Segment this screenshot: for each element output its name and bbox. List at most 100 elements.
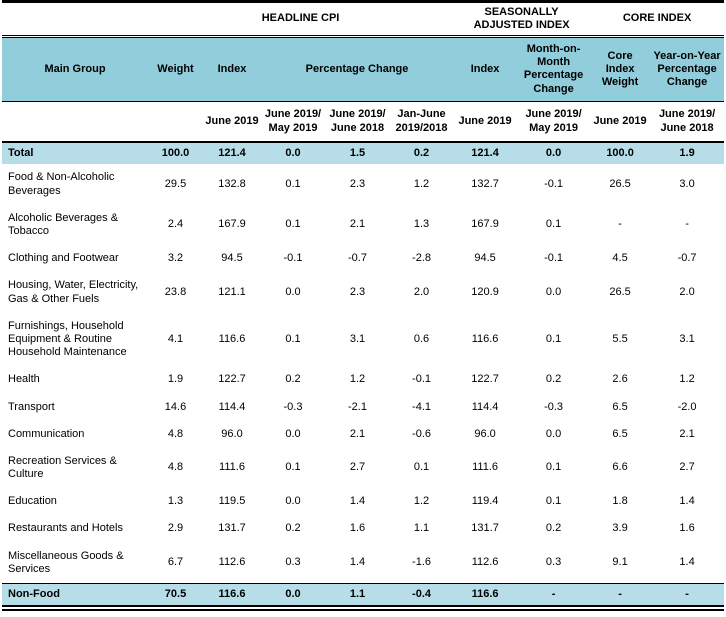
cell-value: 70.5	[148, 583, 203, 607]
cell-value: 29.5	[164, 178, 187, 191]
row-label: Transport	[8, 400, 55, 413]
row-label: Health	[8, 373, 40, 386]
cell-value: -	[685, 218, 689, 231]
cell-value: 111.6	[472, 461, 499, 474]
subheader-empty	[2, 101, 148, 144]
cell-value: 2.1	[349, 218, 366, 231]
section-core-index: CORE INDEX	[590, 1, 725, 38]
subheader-row: June 2019 June 2019/ May 2019 June 2019/…	[2, 101, 725, 144]
cell-value: 0.0	[285, 427, 301, 440]
cell-value: -0.1	[544, 252, 564, 265]
col-percentage-change: Percentage Change	[261, 36, 454, 102]
cell-value: 6.6	[612, 461, 628, 474]
table-row: Education 1.3 119.5 0.0 1.4 1.2 119.4 0.1 1.8 1.4	[2, 488, 724, 515]
cell-value: 2.0	[679, 285, 695, 298]
cell-value: 114.4	[218, 400, 246, 413]
row-label: Clothing and Footwear	[8, 252, 119, 265]
cell-value: 2.3	[349, 285, 366, 298]
subheader-june-2019-may-2019: June 2019/ May 2019	[261, 101, 325, 144]
cell-value: 100.0	[590, 142, 651, 165]
cell-value: 2.3	[349, 178, 366, 191]
cell-value: 1.9	[167, 373, 184, 386]
table-row: Health 1.9 122.7 0.2 1.2 -0.1 122.7 0.2 2.6 1.2	[2, 366, 724, 393]
cell-value: 116.6	[471, 332, 499, 345]
col-index: Index	[203, 36, 261, 102]
cell-value: 1.6	[679, 522, 695, 535]
section-headline-cpi: HEADLINE CPI	[148, 1, 454, 38]
cell-value: -0.1	[283, 252, 303, 265]
cell-value: 0.3	[285, 556, 301, 569]
cell-value: 0.0	[545, 285, 562, 298]
table-row: Furnishings, Household Equipment & Routi…	[2, 313, 724, 367]
cell-value: 6.5	[612, 400, 628, 413]
subheader-sa-june-2019-may-2019: June 2019/ May 2019	[517, 101, 591, 144]
cell-value: -0.3	[283, 400, 303, 413]
cell-value: 1.4	[679, 495, 695, 508]
cell-value: 131.7	[471, 522, 499, 535]
col-yoy-percentage-change: Year-on-Year Percentage Change	[650, 36, 725, 102]
cell-value: 1.9	[650, 142, 725, 165]
cell-value: 94.5	[474, 252, 496, 265]
cell-value: 1.1	[325, 583, 390, 607]
table-body: Total 100.0 121.4 0.0 1.5 0.2 121.4 0.0 100.0 1.9…	[2, 142, 725, 607]
cell-value: 0.2	[545, 373, 562, 386]
subheader-sa-june-2019: June 2019	[453, 101, 518, 144]
row-label: Alcoholic Beverages & Tobacco	[8, 211, 119, 237]
section-header-row: HEADLINE CPI SEASONALLY ADJUSTED INDEX C…	[2, 1, 725, 38]
cell-value: -2.1	[348, 400, 367, 413]
cell-value: 0.0	[261, 583, 325, 607]
cell-value: 1.8	[612, 495, 628, 508]
cell-value: 3.9	[612, 522, 628, 535]
cell-value: 96.0	[221, 427, 243, 440]
cell-value: 0.1	[545, 461, 562, 474]
cell-value: 1.1	[413, 522, 430, 535]
cell-value: 2.0	[413, 285, 430, 298]
row-label: Communication	[8, 427, 85, 440]
cell-value: 116.6	[453, 583, 518, 607]
cell-value: 4.8	[167, 461, 184, 474]
cell-value: 3.0	[679, 178, 695, 191]
row-label: Recreation Services & Culture	[8, 454, 117, 481]
column-header-row: Main Group Weight Index Percentage Chang…	[2, 36, 725, 102]
cell-value: 94.5	[221, 252, 243, 265]
cell-value: 6.5	[612, 427, 628, 440]
cell-value: -2.0	[677, 400, 697, 413]
cell-value: 114.4	[471, 400, 499, 413]
cell-value: 0.1	[545, 495, 562, 508]
cell-value: 3.2	[167, 252, 184, 265]
cell-value: -	[517, 583, 591, 607]
subheader-jan-june-2019-2018: Jan-June 2019/2018	[390, 101, 454, 144]
cell-value: 4.1	[167, 332, 184, 345]
table-row: Housing, Water, Electricity, Gas & Other…	[2, 272, 724, 312]
row-label: Non-Food	[2, 583, 148, 607]
row-label: Housing, Water, Electricity, Gas & Other…	[8, 279, 139, 305]
cell-value: 1.4	[349, 556, 366, 569]
subheader-index-june-2019: June 2019	[203, 101, 261, 144]
subheader-empty	[148, 101, 203, 144]
cell-value: 14.6	[164, 400, 187, 413]
summary-row: Total 100.0 121.4 0.0 1.5 0.2 121.4 0.0 100.0 1.9	[2, 142, 725, 165]
subheader-core-june-2019: June 2019	[590, 101, 651, 144]
table-row: Food & Non-Alcoholic Beverages 29.5 132.8 0…	[2, 164, 724, 204]
cell-value: 122.7	[218, 373, 246, 386]
cell-value: 2.7	[349, 461, 366, 474]
cell-value: 5.5	[612, 332, 628, 345]
col-main-group: Main Group	[2, 36, 148, 102]
cell-value: 1.4	[679, 556, 695, 569]
cell-value: 0.6	[413, 332, 430, 345]
cell-value: -0.7	[677, 252, 697, 265]
cell-value: 1.2	[679, 373, 695, 386]
cell-value: -	[650, 583, 725, 607]
cell-value: 167.9	[471, 218, 499, 231]
cell-value: 1.2	[413, 178, 430, 191]
table-row: Alcoholic Beverages & Tobacco 2.4 167.9 0.1…	[2, 205, 724, 245]
cell-value: 0.1	[285, 218, 301, 231]
cell-value: 121.4	[203, 142, 261, 165]
cell-value: 1.5	[325, 142, 390, 165]
cell-value: 0.2	[285, 522, 301, 535]
table-row: Clothing and Footwear 3.2 94.5 -0.1 -0.7 -2.8…	[2, 245, 724, 272]
cell-value: 132.7	[471, 178, 499, 191]
cell-value: 0.0	[285, 495, 301, 508]
